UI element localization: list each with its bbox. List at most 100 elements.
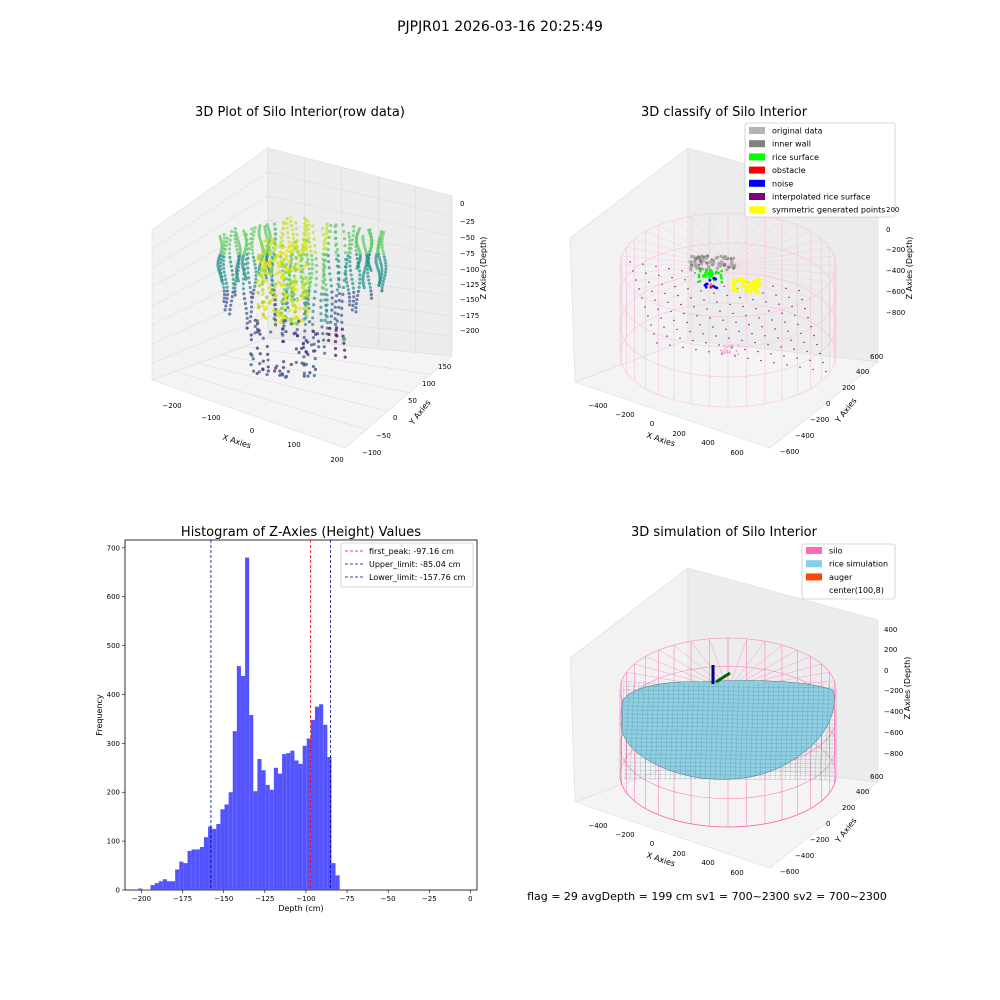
raw-point: [314, 263, 319, 267]
raw-point: [321, 331, 325, 336]
raw-point: [345, 280, 349, 284]
simulation-silo-front: [619, 774, 837, 828]
raw-point: [260, 256, 265, 260]
raw-x-tick: 100: [287, 441, 300, 449]
raw-point: [243, 274, 248, 279]
classify-interpolated-point: [725, 328, 727, 330]
raw-point: [336, 282, 340, 286]
raw-point: [380, 269, 384, 273]
raw-point: [368, 249, 372, 253]
raw-point: [357, 285, 361, 289]
raw-point: [325, 298, 329, 302]
raw-point: [285, 267, 289, 271]
classify-original-point: [727, 265, 731, 269]
raw-point: [246, 266, 250, 270]
raw-point: [306, 352, 310, 357]
raw-point: [308, 284, 312, 288]
raw-point: [348, 255, 352, 259]
raw-point: [319, 292, 324, 296]
raw-point: [281, 365, 286, 370]
raw-point: [237, 242, 241, 246]
classify-interpolated-point: [813, 334, 815, 337]
raw-point: [233, 286, 237, 290]
raw-point: [374, 258, 378, 263]
raw-point: [381, 233, 385, 238]
raw-point: [264, 255, 268, 259]
classify-interpolated-point: [666, 335, 668, 337]
raw-point: [248, 285, 252, 290]
raw-point: [337, 271, 341, 275]
raw-point: [303, 264, 308, 268]
classify-x-tick: 0: [650, 420, 654, 428]
histogram-y-tick-label: 0: [116, 887, 120, 895]
rice-mesh-line: [784, 681, 790, 781]
simulation-legend-label: auger: [829, 573, 853, 582]
raw-point: [224, 304, 228, 308]
raw-z-tick: −150: [460, 296, 479, 304]
classify-original-point: [723, 263, 727, 267]
histogram-x-ticks: −200 −175 −150 −125 −100 −75 −50 −25 0: [132, 890, 473, 903]
raw-point: [268, 235, 272, 239]
histogram-legend-label: first_peak: -97.16 cm: [369, 547, 454, 556]
classify-interpolated-point: [775, 294, 777, 296]
raw-point: [280, 327, 285, 331]
rice-mesh-line: [623, 701, 835, 705]
raw-point: [351, 233, 355, 238]
classify-interpolated-point: [748, 323, 750, 326]
raw-point: [259, 273, 264, 278]
classify-z-ticks: 200 0 −200 −400 −600 −800: [886, 206, 905, 317]
raw-point: [238, 254, 242, 258]
raw-point: [258, 236, 262, 240]
raw-point: [281, 306, 286, 310]
classify-interpolated-point: [702, 333, 704, 335]
classify-interpolated-point: [629, 261, 631, 263]
simulation-z-tick: −200: [884, 687, 903, 695]
raw-point: [293, 283, 297, 287]
raw-point: [288, 215, 292, 220]
raw-point: [355, 297, 359, 302]
raw-point: [297, 350, 301, 355]
classify-interpolated-point: [804, 307, 806, 310]
raw-point: [223, 308, 227, 312]
raw-point: [321, 338, 326, 342]
raw-point: [284, 256, 289, 261]
raw-point: [294, 221, 298, 225]
raw-point: [291, 232, 295, 236]
raw-point: [381, 279, 385, 284]
raw-point: [290, 252, 294, 257]
raw-point: [247, 276, 251, 280]
raw-point: [262, 239, 267, 243]
raw-point: [317, 345, 321, 349]
raw-point: [254, 277, 258, 281]
classify-interpolated-point: [764, 335, 766, 337]
raw-point: [255, 346, 259, 350]
raw-point: [253, 324, 257, 328]
rice-mesh-line: [789, 681, 795, 781]
raw-point: [361, 283, 366, 287]
histogram-bar: [306, 738, 311, 890]
raw-point: [261, 368, 265, 372]
classify-legend-swatch: [749, 179, 765, 187]
histogram-bar: [183, 863, 188, 890]
raw-point: [324, 232, 328, 236]
raw-point: [313, 250, 318, 254]
classify-interpolated-point: [772, 285, 774, 287]
raw-point: [366, 271, 370, 275]
raw-point: [265, 235, 269, 240]
classify-interpolated-point: [767, 344, 769, 346]
classify-legend-swatch: [749, 140, 765, 148]
raw-point: [361, 277, 365, 282]
classify-interpolated-point: [641, 297, 643, 299]
raw-point: [322, 292, 326, 296]
simulation-y-tick: 400: [856, 788, 869, 796]
rice-mesh-line: [699, 681, 705, 781]
raw-point: [337, 298, 341, 303]
raw-point: [230, 229, 234, 234]
raw-point: [334, 294, 339, 298]
classify-interpolated-point: [632, 270, 634, 272]
simulation-z-tick: −800: [884, 750, 903, 758]
raw-point: [281, 239, 285, 243]
raw-point: [324, 283, 328, 287]
histogram-x-tick-label: −150: [214, 895, 233, 903]
raw-grid-line: [151, 171, 269, 250]
